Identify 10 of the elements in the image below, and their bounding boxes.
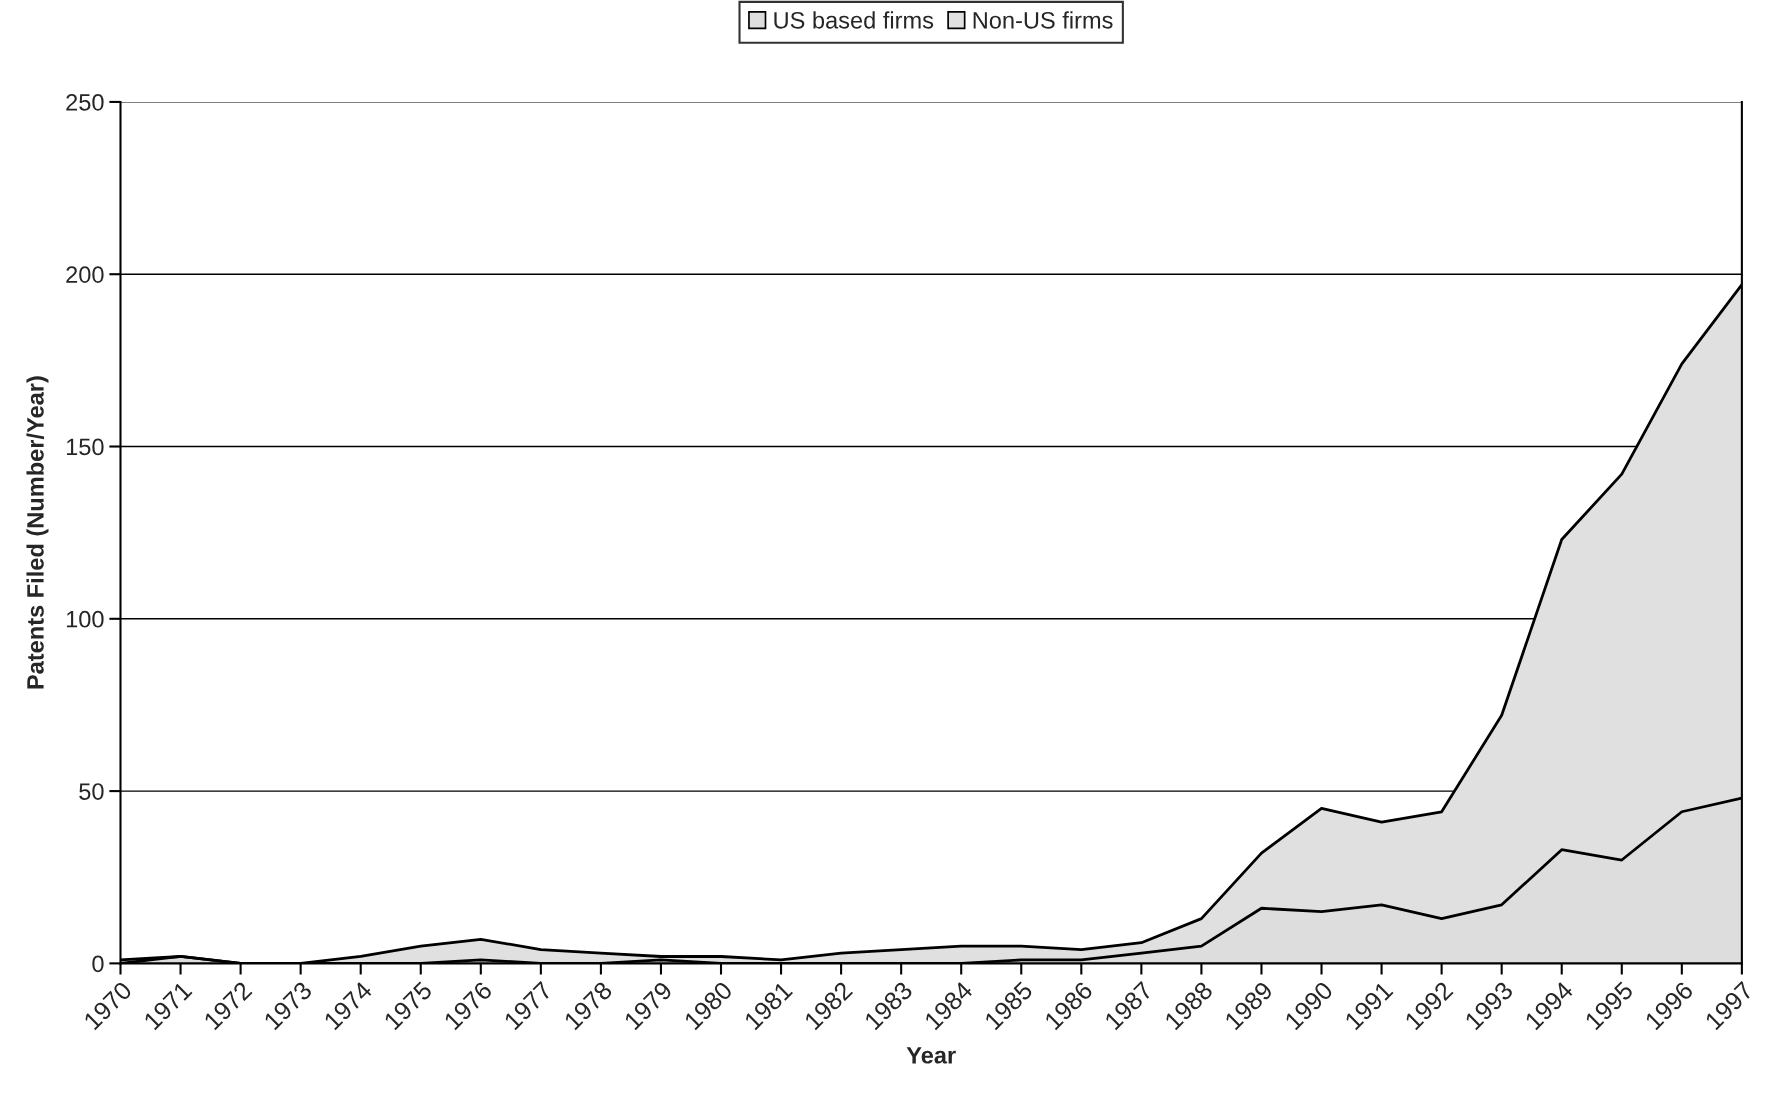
y-axis-title: Patents Filed (Number/Year) (26, 376, 49, 689)
y-tick-label: 100 (66, 610, 104, 628)
x-axis-title: Year (906, 1047, 956, 1064)
y-tick-label: 250 (66, 94, 104, 111)
legend-label: US based firms (774, 11, 934, 29)
legend-label: Non-US firms (973, 11, 1113, 29)
y-tick-label: 50 (79, 783, 104, 800)
y-tick-label: 150 (66, 438, 104, 456)
y-tick-label: 0 (92, 955, 104, 973)
y-tick-label: 200 (66, 266, 104, 284)
